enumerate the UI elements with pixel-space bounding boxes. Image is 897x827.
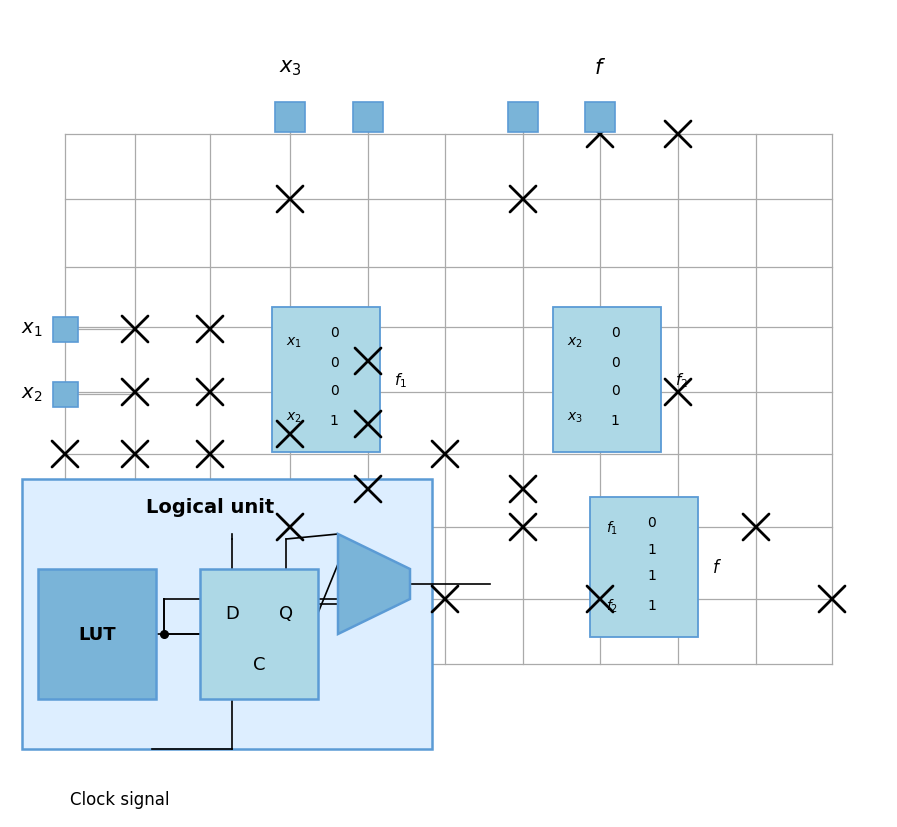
Bar [38,569,156,699]
Bar [22,480,432,749]
Text: LUT: LUT [78,625,116,643]
Bar [272,308,380,452]
Bar [553,308,661,452]
Text: 0: 0 [648,515,657,529]
Polygon shape [338,534,410,634]
Text: 0: 0 [329,356,338,370]
Text: $x_1$: $x_1$ [22,320,43,339]
Bar [590,497,698,638]
Text: $x_1$: $x_1$ [286,336,302,350]
Bar [53,382,77,407]
Text: 0: 0 [611,384,619,398]
Text: $x_3$: $x_3$ [279,58,301,78]
Text: Logical unit: Logical unit [146,498,274,517]
Text: C: C [253,655,266,673]
Text: $f_1$: $f_1$ [606,519,618,536]
Text: $x_3$: $x_3$ [567,410,583,425]
Bar [275,103,305,133]
Text: 0: 0 [329,384,338,398]
Text: 0: 0 [611,326,619,340]
Text: $f$: $f$ [594,58,606,78]
Text: $f_1$: $f_1$ [394,370,407,390]
Text: 1: 1 [648,568,657,582]
Text: $f_2$: $f_2$ [675,370,688,390]
Text: $x_2$: $x_2$ [22,385,43,404]
Bar [53,317,77,342]
Text: D: D [225,605,239,622]
Text: 0: 0 [611,356,619,370]
Text: $f$: $f$ [712,558,722,576]
Text: 1: 1 [648,598,657,612]
Text: $x_2$: $x_2$ [567,336,583,350]
Bar [585,103,615,133]
Text: Q: Q [279,605,293,622]
Bar [508,103,538,133]
Text: $x_2$: $x_2$ [286,410,302,425]
Bar [353,103,383,133]
Text: $f_2$: $f_2$ [606,596,618,614]
Text: 0: 0 [329,326,338,340]
Text: 1: 1 [648,543,657,557]
Text: 1: 1 [611,414,620,428]
Text: 1: 1 [329,414,338,428]
Bar [200,569,318,699]
Text: Clock signal: Clock signal [70,790,170,808]
